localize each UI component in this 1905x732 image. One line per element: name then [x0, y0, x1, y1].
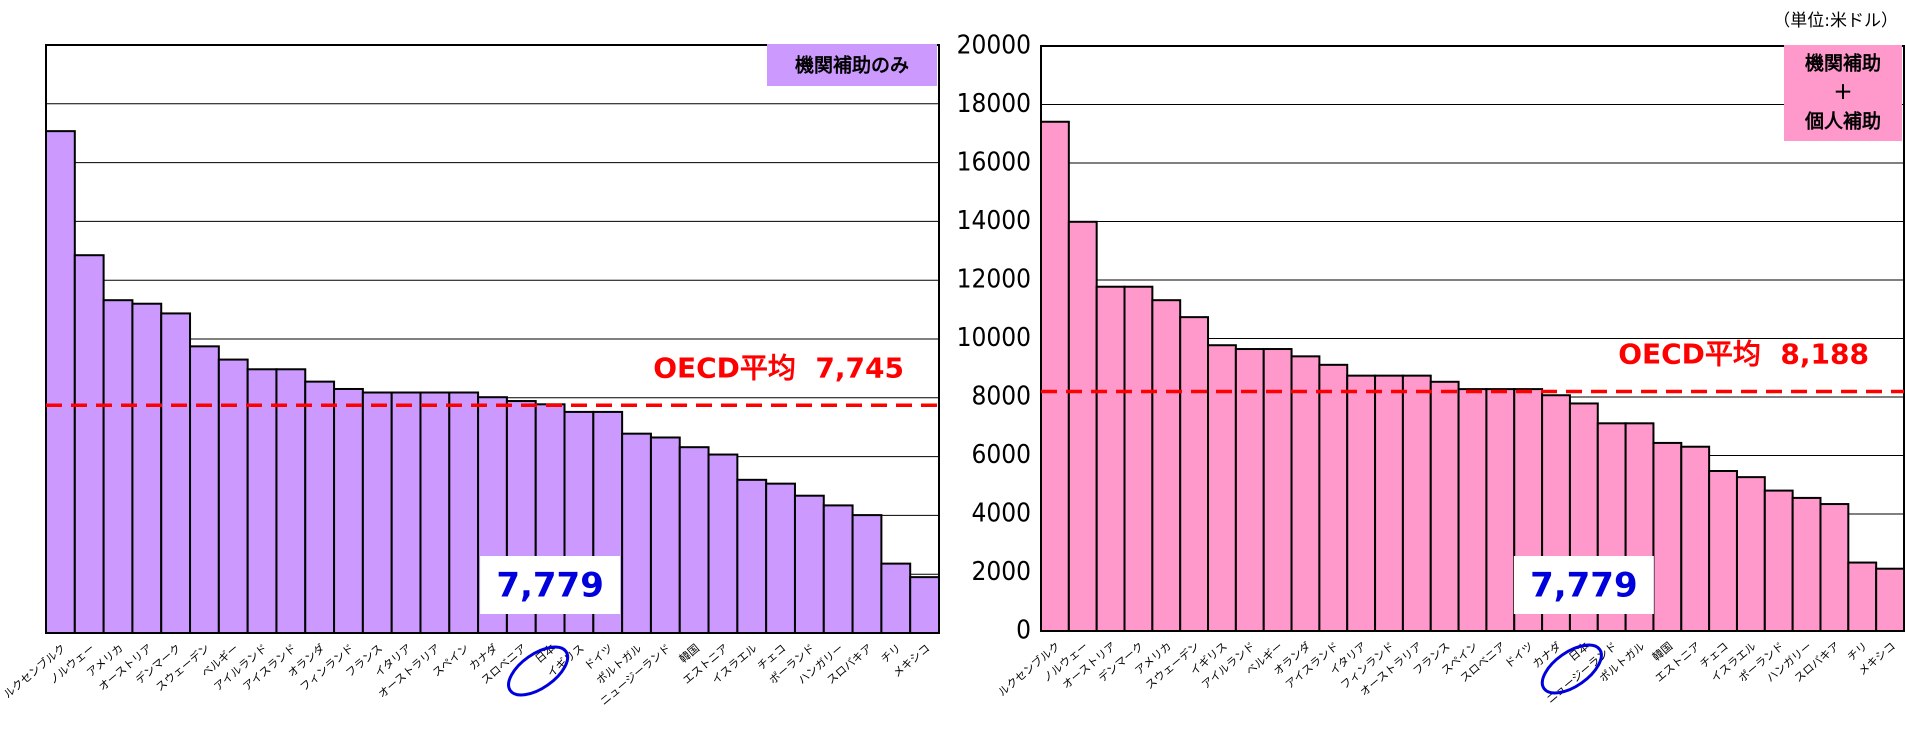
y-tick-label: 2000: [971, 557, 1031, 587]
highlight-box: [1513, 556, 1654, 614]
y-tick-label: 10000: [957, 323, 1031, 353]
bar: [1346, 374, 1377, 632]
bar: [1151, 299, 1182, 632]
highlight-label: 7,779: [496, 566, 604, 606]
badge-text: 個人補助: [1804, 110, 1881, 133]
average-label: OECD平均 7,745: [653, 351, 904, 384]
badge-text: ＋: [1833, 82, 1852, 104]
bar: [1763, 489, 1794, 632]
y-tick-label: 20000: [957, 31, 1031, 61]
plot-frame: [1040, 45, 1905, 632]
bar: [246, 368, 278, 634]
bar: [361, 391, 393, 634]
bar: [707, 453, 739, 634]
bar: [765, 482, 796, 635]
bar: [1875, 567, 1905, 633]
bar: [217, 358, 249, 634]
bar: [909, 576, 940, 635]
y-tick-label: 18000: [957, 89, 1031, 119]
highlight-ring: [1540, 643, 1603, 695]
highlight-box: [480, 556, 621, 614]
plot-frame: [45, 44, 940, 634]
bar: [649, 436, 681, 634]
bar: [1179, 316, 1210, 632]
bar: [736, 478, 768, 634]
badge: [767, 44, 937, 86]
y-tick-label: 4000: [971, 499, 1031, 529]
bar: [1847, 561, 1878, 632]
y-tick-label: 8000: [971, 382, 1031, 412]
bar: [1457, 388, 1488, 633]
bar: [1290, 355, 1321, 632]
bar: [1318, 363, 1349, 632]
bar: [131, 302, 163, 634]
y-tick-label: 16000: [957, 148, 1031, 178]
bar: [102, 299, 134, 634]
bar: [1735, 476, 1766, 632]
bar: [1067, 220, 1098, 632]
bar: [1207, 344, 1237, 632]
bar: [1485, 388, 1516, 633]
bar: [1262, 348, 1293, 632]
bar: [621, 432, 652, 634]
bar: [822, 504, 854, 634]
unit-note: （単位:米ドル）: [1773, 11, 1898, 31]
bar: [275, 368, 307, 634]
badge: [1784, 45, 1902, 141]
bar: [1401, 374, 1432, 632]
highlight-label: 7,779: [1530, 566, 1638, 606]
bar: [304, 380, 336, 634]
bar: [448, 391, 480, 634]
bar: [73, 254, 105, 635]
bar: [419, 391, 451, 634]
y-tick-label: 0: [1016, 616, 1031, 646]
bar: [793, 494, 825, 634]
bar: [390, 391, 422, 634]
bar: [851, 514, 883, 635]
bar: [1680, 445, 1711, 632]
bar: [333, 387, 364, 635]
bar: [1708, 470, 1738, 632]
highlight-ring: [507, 645, 570, 697]
bar: [189, 345, 220, 634]
bar: [1791, 496, 1822, 632]
bar: [880, 562, 912, 635]
bar: [678, 446, 710, 634]
average-label: OECD平均 8,188: [1618, 338, 1869, 371]
bar: [1040, 120, 1070, 632]
x-tick-label: ドイツ: [1502, 640, 1536, 671]
bar: [160, 312, 192, 634]
bar: [1374, 374, 1404, 632]
y-tick-label: 6000: [971, 440, 1031, 470]
bar: [1123, 285, 1154, 632]
bar: [1429, 380, 1460, 633]
y-tick-label: 14000: [957, 206, 1031, 236]
y-tick-label: 12000: [957, 265, 1031, 295]
x-tick-label: カナダ: [1530, 639, 1564, 671]
badge-text: 機関補助: [1805, 52, 1881, 75]
bar: [1819, 503, 1850, 632]
bar: [1652, 441, 1683, 632]
badge-text: 機関補助のみ: [795, 54, 909, 77]
bar: [45, 130, 76, 634]
bar: [1095, 285, 1126, 632]
